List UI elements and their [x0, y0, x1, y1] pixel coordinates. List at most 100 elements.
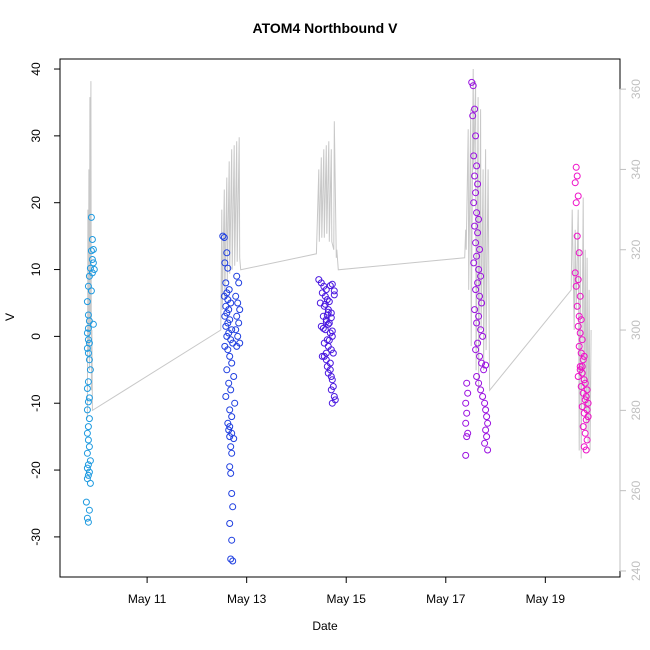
data-point [87, 287, 95, 295]
data-point [327, 314, 335, 322]
data-point [323, 296, 331, 304]
data-point [477, 326, 485, 334]
y2-tick-label: 300 [629, 320, 643, 340]
data-point [85, 506, 93, 514]
data-point [475, 312, 483, 320]
data-point [85, 394, 93, 402]
data-point [83, 329, 91, 337]
data-point [83, 475, 91, 483]
data-point [482, 426, 490, 434]
data-point [88, 269, 96, 277]
data-point [576, 363, 584, 370]
data-point [574, 192, 582, 200]
data-point [223, 249, 231, 257]
data-point [463, 433, 471, 441]
data-point [581, 379, 589, 387]
data-point [229, 557, 237, 565]
data-point [227, 555, 235, 563]
data-point [220, 234, 228, 241]
data-point [84, 518, 92, 526]
data-point [470, 152, 478, 160]
data-point [574, 322, 582, 330]
data-point [327, 346, 335, 354]
data-point [481, 439, 489, 447]
data-point [234, 299, 242, 307]
data-point [224, 319, 232, 327]
data-point [83, 298, 91, 306]
data-point [472, 286, 480, 294]
x-tick-label: May 11 [128, 592, 167, 606]
data-point [224, 346, 232, 354]
data-point [474, 180, 482, 188]
data-point [483, 413, 491, 421]
data-point [577, 316, 585, 324]
data-point [85, 339, 93, 347]
data-point [82, 498, 90, 506]
data-point [231, 399, 239, 407]
data-point [84, 378, 92, 386]
data-point [473, 319, 481, 327]
data-point [482, 406, 490, 414]
data-point [223, 366, 231, 374]
data-point [84, 398, 92, 406]
data-point [89, 320, 97, 328]
y-tick-label: 40 [29, 62, 43, 76]
plot-area: -30 -20 -10 0 10 20 30 40 May 11 May 13 May 15 May … [29, 58, 643, 606]
data-point [470, 259, 478, 267]
data-point [325, 298, 333, 306]
data-point [83, 385, 91, 392]
data-point [89, 246, 97, 253]
data-point [236, 306, 244, 314]
data-point [473, 373, 481, 380]
data-point [476, 352, 484, 360]
data-point [471, 222, 479, 230]
data-point [475, 215, 483, 223]
data-point [324, 320, 332, 328]
y-tick-label: -20 [29, 461, 43, 479]
y2-tick-label: 360 [629, 79, 643, 99]
data-point [472, 189, 480, 197]
data-point [574, 276, 582, 284]
data-point [85, 468, 93, 476]
data-point [321, 326, 329, 334]
data-point [578, 336, 586, 344]
data-point [474, 229, 482, 237]
data-point [85, 415, 93, 423]
data-point [469, 82, 477, 90]
data-point [326, 282, 334, 290]
data-point [464, 389, 472, 397]
data-point [330, 287, 338, 295]
data-point [230, 435, 238, 443]
data-point [227, 299, 235, 307]
data-point [86, 366, 94, 374]
data-point [576, 292, 584, 300]
data-point [572, 282, 580, 290]
data-point [226, 463, 234, 471]
data-point [477, 272, 485, 280]
data-point [472, 132, 480, 140]
data-point [88, 256, 96, 263]
data-point [83, 406, 91, 414]
x-tick-label: May 13 [227, 592, 267, 606]
data-point [571, 269, 579, 277]
data-point [580, 376, 588, 384]
data-point [583, 436, 591, 444]
data-point [233, 312, 241, 320]
data-point [329, 349, 337, 357]
data-point [483, 433, 491, 441]
y-tick-label: 20 [29, 196, 43, 210]
y2-tick-label: 260 [629, 480, 643, 500]
data-point [233, 272, 241, 280]
data-point [464, 429, 472, 437]
data-point [222, 279, 230, 287]
data-point [463, 409, 471, 417]
data-point [327, 373, 335, 380]
x-tick-label: May 19 [526, 592, 566, 606]
data-point [474, 339, 482, 347]
data-point [89, 259, 97, 267]
data-point [572, 199, 580, 207]
y2-tick-label: 280 [629, 400, 643, 420]
data-point [474, 279, 482, 287]
y-tick-label: 10 [29, 263, 43, 277]
x-axis-label: Date [312, 619, 338, 633]
